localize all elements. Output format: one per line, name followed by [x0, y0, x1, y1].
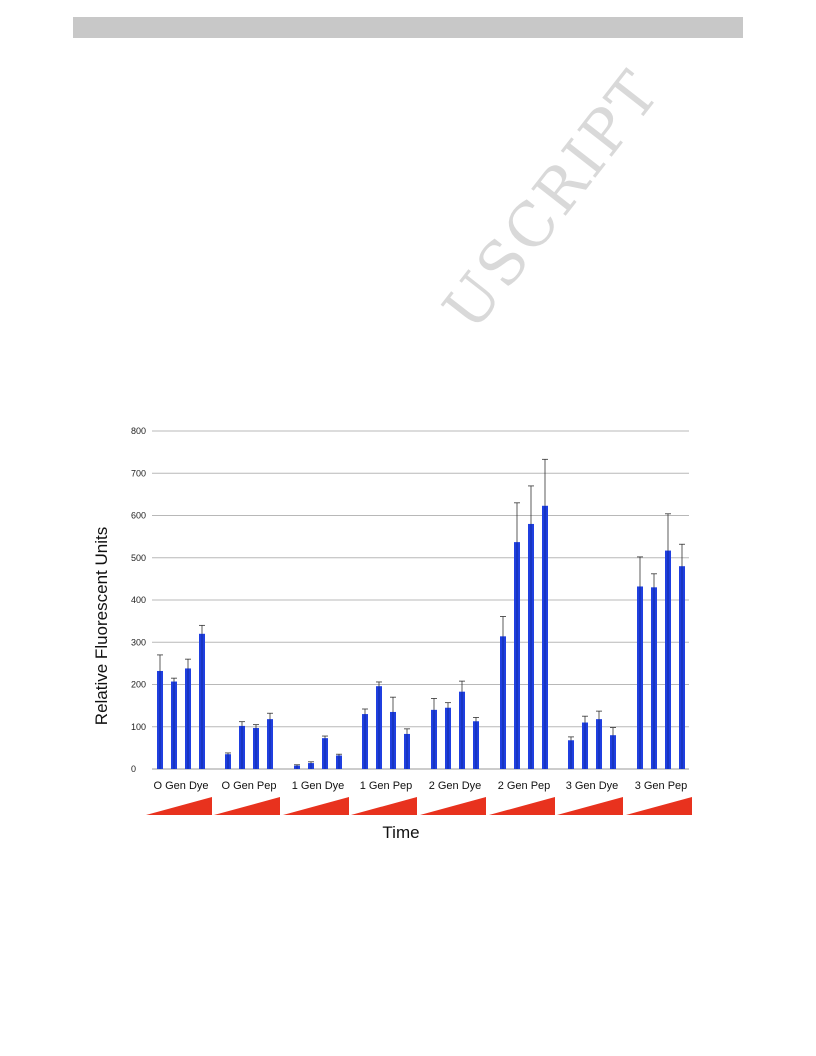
- bar-highlight: [447, 707, 449, 769]
- time-ramps: [146, 797, 692, 815]
- y-tick-label: 300: [131, 637, 146, 647]
- y-tick-label: 600: [131, 511, 146, 521]
- bar-highlight: [159, 670, 161, 769]
- bar-highlight: [502, 636, 504, 769]
- bar-highlight: [653, 587, 655, 769]
- y-tick-label: 500: [131, 553, 146, 563]
- category-label: O Gen Dye: [153, 780, 208, 792]
- page-header-bar: [73, 17, 743, 38]
- category-label: 2 Gen Pep: [498, 780, 551, 792]
- bar-highlight: [173, 681, 175, 769]
- y-tick-label: 200: [131, 680, 146, 690]
- time-ramp-icon: [351, 797, 417, 815]
- bar-highlight: [639, 586, 641, 769]
- bar-highlight: [392, 711, 394, 769]
- bars: [157, 458, 685, 769]
- bar-highlight: [378, 686, 380, 769]
- bar-highlight: [681, 566, 683, 769]
- bar-highlight: [598, 719, 600, 769]
- bar-highlight: [667, 550, 669, 769]
- bar-highlight: [530, 523, 532, 769]
- time-ramp-icon: [283, 797, 349, 815]
- time-ramp-icon: [557, 797, 623, 815]
- time-ramp-icon: [214, 797, 280, 815]
- category-label: 1 Gen Dye: [292, 780, 345, 792]
- bar-highlight: [338, 755, 340, 769]
- bar-highlight: [269, 719, 271, 769]
- category-label: O Gen Pep: [221, 780, 276, 792]
- grid-lines: [152, 430, 689, 770]
- bar-highlight: [516, 542, 518, 769]
- bar-highlight: [324, 738, 326, 769]
- bar-highlight: [201, 633, 203, 769]
- category-labels: O Gen Dye O Gen Pep 1 Gen Dye 1 Gen Pep 2 Ge…: [153, 780, 687, 792]
- bar-highlight: [255, 728, 257, 769]
- category-label: 1 Gen Pep: [360, 780, 413, 792]
- y-tick-label: 800: [131, 426, 146, 436]
- bar-highlight: [187, 668, 189, 769]
- y-tick-label: 400: [131, 595, 146, 605]
- y-tick-label: 100: [131, 722, 146, 732]
- y-tick-label: 0: [131, 764, 136, 774]
- y-tick-labels: 0 100 200 300 400 500 600 700 800: [131, 426, 146, 774]
- bar-highlight: [310, 763, 312, 769]
- category-label: 2 Gen Dye: [429, 780, 482, 792]
- x-axis-title: Time: [382, 823, 419, 842]
- bar-highlight: [475, 721, 477, 769]
- bar-highlight: [584, 722, 586, 769]
- bar-highlight: [570, 740, 572, 769]
- bar-highlight: [364, 714, 366, 769]
- category-label: 3 Gen Dye: [566, 780, 619, 792]
- y-tick-label: 700: [131, 468, 146, 478]
- category-label: 3 Gen Pep: [635, 780, 688, 792]
- time-ramp-icon: [420, 797, 486, 815]
- bar-highlight: [433, 709, 435, 769]
- bar-highlight: [544, 505, 546, 769]
- bar-highlight: [296, 765, 298, 769]
- time-ramp-icon: [489, 797, 555, 815]
- y-axis-title: Relative Fluorescent Units: [92, 527, 111, 725]
- time-ramp-icon: [146, 797, 212, 815]
- bar-highlight: [461, 691, 463, 769]
- bar-highlight: [227, 754, 229, 769]
- bar-highlight: [241, 725, 243, 769]
- bar-highlight: [406, 733, 408, 769]
- time-ramp-icon: [626, 797, 692, 815]
- bar-highlight: [612, 735, 614, 769]
